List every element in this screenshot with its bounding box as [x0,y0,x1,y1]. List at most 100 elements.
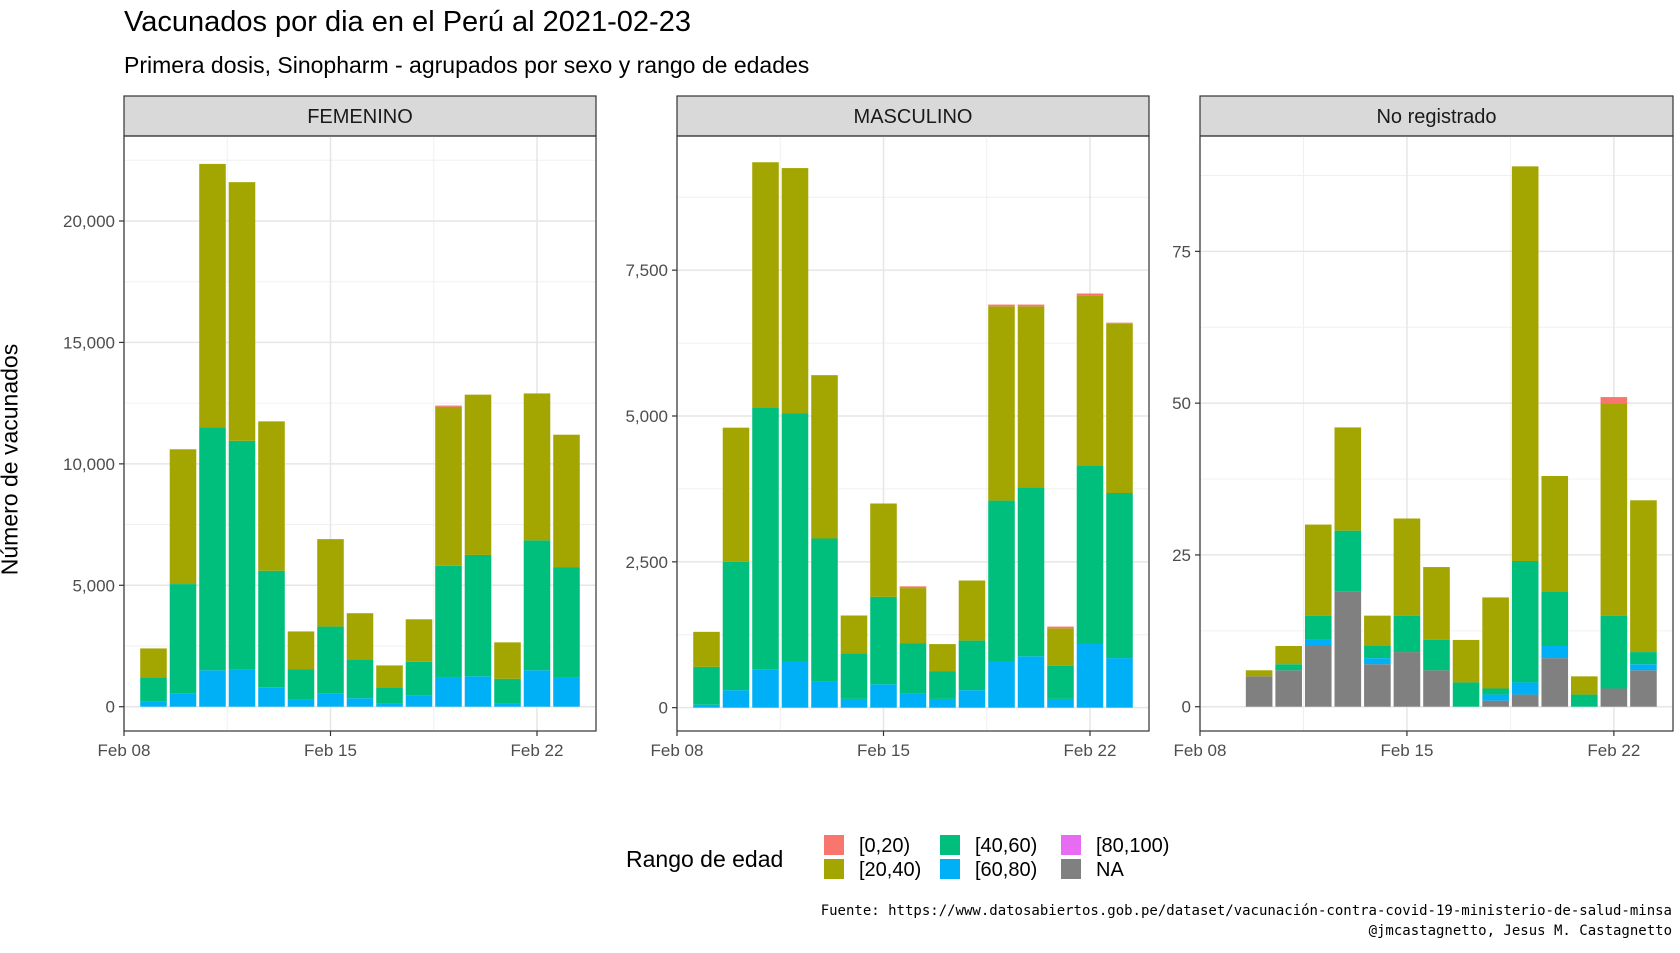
bar-segment [435,406,462,566]
bar-segment [317,626,344,694]
bar-segment [1047,628,1074,666]
bar-segment [228,182,256,441]
bar-segment [1600,397,1628,404]
bar-segment [317,693,344,707]
legend-item: [80,100) [1061,835,1169,857]
legend-item: [0,20) [824,835,910,857]
facet-panel-2: No registrado 0 25 50 75 Feb 08 Feb 15 Feb 22 [1172,95,1674,760]
bar-segment [169,449,197,585]
bar-segment [722,690,750,708]
bar-segment [781,413,809,661]
legend-swatch [940,835,960,855]
bar-segment [1541,658,1569,707]
bar-segment [1482,694,1509,701]
panel-border [1199,135,1674,732]
bar-segment [722,427,750,562]
bar-segment [1452,682,1480,707]
bar-segment [464,394,492,555]
bar-segment [693,631,720,667]
y-tick-label: 7,500 [625,261,668,280]
bar-segment [840,615,868,654]
y-tick-label: 0 [659,699,668,718]
bar-segment [1017,306,1045,488]
bar-segment [899,586,927,589]
legend-swatch [1061,835,1081,855]
bar-segment [1393,652,1421,707]
bar-segment [811,375,838,539]
legend-swatch [1061,859,1081,879]
bar-segment [1334,530,1362,592]
bar-segment [693,704,720,708]
legend-label: [60,80) [975,859,1037,881]
bar-segment [870,596,897,685]
bar-segment [376,703,403,707]
bar-segment [1393,518,1421,616]
bar-segment [1076,465,1104,644]
bar-segment [1017,304,1045,307]
bar-segment [840,653,868,699]
x-tick-label: Feb 22 [1587,741,1640,760]
x-tick-label: Feb 15 [304,741,357,760]
bar-segment [1571,676,1598,695]
bar-segment [1304,615,1332,640]
bar-segment [258,421,285,571]
bar-segment [1630,670,1657,707]
bar-segment [781,168,809,414]
legend-swatch [940,859,960,879]
facet-panel-1: MASCULINO 0 2,500 5,000 7,500 Feb 08 Feb 15 Feb… [625,95,1150,760]
y-tick-label: 5,000 [625,407,668,426]
bar-segment [752,669,779,708]
legend-title: Rango de edad [626,846,783,872]
bar-segment [435,405,462,407]
bar-segment [958,690,986,708]
facet-strip [1199,95,1674,137]
bar-segment [140,677,167,702]
y-tick-label: 75 [1172,242,1191,261]
y-tick-label: 20,000 [63,212,115,231]
bar-segment [1106,323,1133,493]
bar-segment [1364,664,1391,707]
bar-segment [1364,646,1391,659]
bar-segment [317,539,344,627]
x-tick-label: Feb 08 [98,741,151,760]
chart-title: Vacunados por dia en el Perú al 2021-02-… [124,6,691,38]
bar-segment [899,693,927,708]
bar-segment [1106,493,1133,659]
y-tick-label: 50 [1172,394,1191,413]
bar-segment [988,306,1015,501]
bar-segment [287,631,315,670]
bar-segment [1600,615,1628,689]
bar-segment [1600,688,1628,707]
bar-segment [346,659,374,699]
bar-segment [811,681,838,708]
bar-segment [781,661,809,708]
bar-segment [1423,567,1450,640]
bar-segment [1245,676,1273,707]
panel-border [676,135,1150,732]
bar-segment [140,648,167,678]
bar-segment [1541,476,1569,592]
bar-segment [1334,591,1362,707]
bar-segment [199,427,226,671]
bar-segment [346,613,374,660]
bar-segment [811,538,838,682]
bar-segment [840,698,868,708]
bar-segment [1511,694,1539,707]
bar-segment [287,699,315,707]
bar-segment [435,677,462,707]
bar-segment [376,687,403,704]
bar-segment [169,693,197,707]
bar-segment [1541,646,1569,659]
bar-segment [1304,524,1332,616]
bar-segment [435,565,462,678]
panel-border [123,135,597,732]
bar-segment [405,619,433,662]
bar-segment [228,669,256,707]
bar-segment [988,304,1015,307]
bar-segment [464,554,492,677]
bar-segment [258,687,285,707]
bar-segment [1511,166,1539,561]
y-tick-label: 0 [1182,698,1191,717]
bar-segment [1364,615,1391,646]
